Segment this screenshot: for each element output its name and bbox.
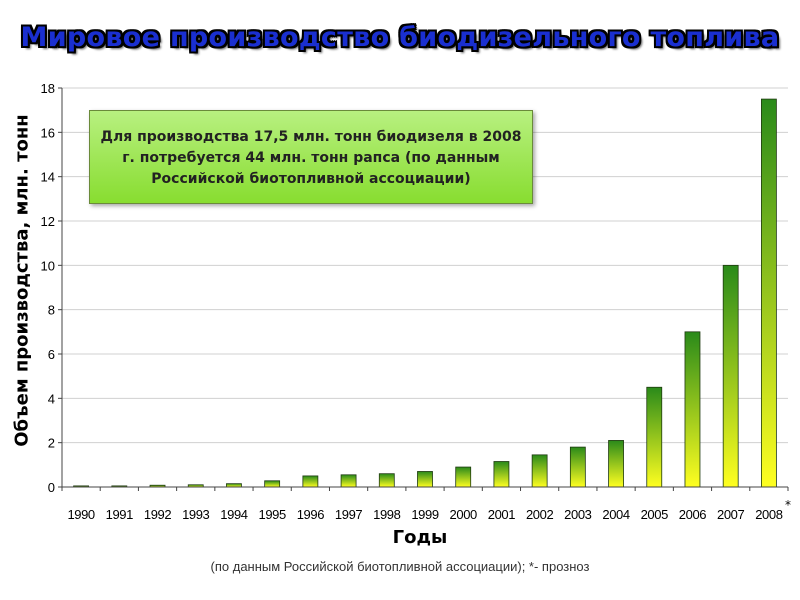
bar-2001	[493, 461, 510, 488]
bar-1996	[302, 475, 319, 488]
source-note: (по данным Российской биотопливной ассоц…	[210, 559, 590, 574]
x-tick-label: 1995	[258, 507, 285, 522]
page-title: Мировое производство биодизельного топли…	[20, 22, 780, 53]
x-tick-label: 1994	[220, 507, 247, 522]
y-tick-label: 8	[48, 303, 55, 318]
x-tick-label: 1993	[182, 507, 209, 522]
bar-2004	[608, 440, 624, 488]
x-tick-label: 1990	[67, 507, 94, 522]
info-callout: Для производства 17,5 млн. тонн биодизел…	[89, 110, 533, 204]
bar-1995	[264, 480, 281, 488]
bar-2003	[569, 446, 586, 488]
x-tick-label: 1992	[144, 507, 171, 522]
forecast-marker: *	[785, 498, 791, 512]
x-tick-label: 2003	[564, 507, 591, 522]
bars	[73, 98, 777, 488]
y-tick-label: 4	[48, 391, 55, 406]
y-tick-label: 12	[41, 214, 55, 229]
bar-1997	[340, 474, 357, 488]
bar-2008	[760, 98, 777, 488]
y-tick-label: 18	[41, 81, 55, 96]
y-tick-label: 0	[48, 480, 55, 495]
bar-2006	[684, 331, 701, 488]
x-tick-label: 1998	[373, 507, 400, 522]
y-tick-label: 16	[41, 125, 55, 140]
axes: 0 2 4 6 8 10 12 14 16 18 1990 1991 1992 1993 1994 1995 1…	[41, 81, 789, 522]
x-tick-label: 2000	[450, 507, 477, 522]
x-tick-label: 2006	[679, 507, 706, 522]
x-axis-label: Годы	[392, 527, 448, 548]
x-tick-label: 2008	[755, 507, 782, 522]
bar-2007	[722, 264, 739, 488]
y-tick-label: 6	[48, 347, 55, 362]
bar-2005	[646, 386, 663, 488]
x-tick-label: 2007	[717, 507, 744, 522]
y-tick-label: 10	[41, 258, 55, 273]
bar-2000	[455, 466, 472, 488]
bar-2002	[531, 454, 548, 488]
y-tick-label: 2	[48, 436, 55, 451]
x-tick-label: 1999	[411, 507, 438, 522]
x-tick-label: 1997	[335, 507, 362, 522]
x-tick-label: 1991	[106, 507, 133, 522]
x-tick-label: 2004	[602, 507, 629, 522]
x-tick-label: 2005	[641, 507, 668, 522]
x-tick-label: 1996	[297, 507, 324, 522]
x-tick-label: 2001	[488, 507, 515, 522]
y-axis-label: Объем производства, млн. тонн	[11, 114, 33, 447]
y-tick-label: 14	[41, 170, 55, 185]
bar-1999	[417, 471, 433, 488]
bar-1998	[378, 473, 395, 488]
x-tick-label: 2002	[526, 507, 553, 522]
